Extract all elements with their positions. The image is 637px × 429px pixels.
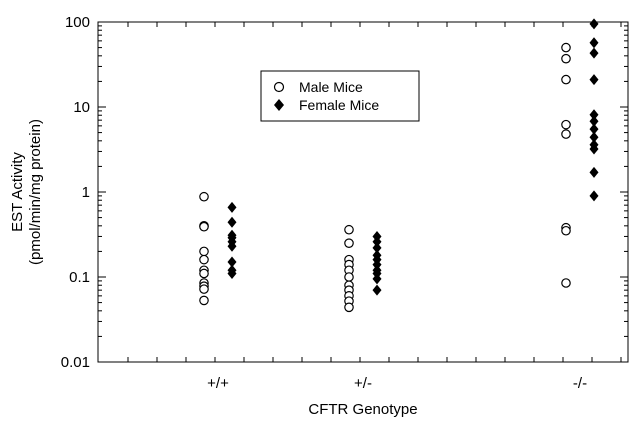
male-data-point [561,42,571,53]
male-data-point [199,246,209,257]
female-data-point [589,115,599,127]
y-tick-label: 1 [82,184,90,201]
female-data-point [589,166,599,178]
female-data-point [372,284,382,296]
legend-marker-male [273,81,285,93]
x-tick-label: -/- [573,375,587,392]
legend-marker-female [274,99,284,111]
y-tick-label: 10 [73,99,90,116]
x-axis-ticks: +/+ +/- -/- [127,22,622,392]
female-data-point [372,242,382,254]
male-data-point [561,74,571,85]
male-data-point [344,224,354,235]
male-data-point [199,268,209,279]
male-data-point [199,191,209,202]
female-data-point [372,259,382,271]
y-tick-label: 100 [65,14,90,31]
y-axis-title-line2: (pmol/min/mg protein) [27,119,44,265]
female-data-point [227,240,237,252]
female-data-point [589,18,599,30]
female-data-point [227,256,237,268]
male-data-point [561,225,571,236]
female-data-point [589,143,599,155]
male-data-point [199,254,209,265]
male-data-point [344,238,354,248]
female-data-point [227,267,237,279]
y-axis-title-line1: EST Activity [9,152,26,232]
male-data-point [199,295,209,306]
y-tick-label: 0.01 [61,354,90,371]
y-axis-title: EST Activity (pmol/min/mg protein) [9,119,44,265]
female-data-point [227,216,237,228]
male-data-point [561,119,571,130]
x-tick-label: +/+ [207,375,229,392]
female-data-point [589,123,599,135]
legend-label-female: Female Mice [299,97,379,113]
male-data-point [561,278,571,288]
female-data-point [372,236,382,248]
female-data-point [589,74,599,86]
x-axis-title: CFTR Genotype [308,401,417,418]
male-data-point [561,129,571,139]
legend-label-male: Male Mice [299,79,363,95]
female-data-point [372,273,382,285]
legend: Male Mice Female Mice [260,70,420,122]
male-data-point [561,53,571,64]
male-data-point [344,302,354,313]
male-data-point [199,284,209,294]
female-data-point [589,190,599,202]
y-axis-ticks: 0.01 0.1 1 10 100 [61,14,628,371]
female-data-point [589,109,599,121]
female-data-point [227,201,237,213]
male-data-point [199,221,209,232]
female-data-point [589,131,599,143]
female-data-point [589,47,599,59]
female-data-point [589,37,599,49]
data-points [199,18,599,313]
male-data-point [344,272,354,282]
x-tick-label: +/- [354,375,372,392]
legend-box [260,70,420,122]
y-tick-label: 0.1 [69,269,90,286]
